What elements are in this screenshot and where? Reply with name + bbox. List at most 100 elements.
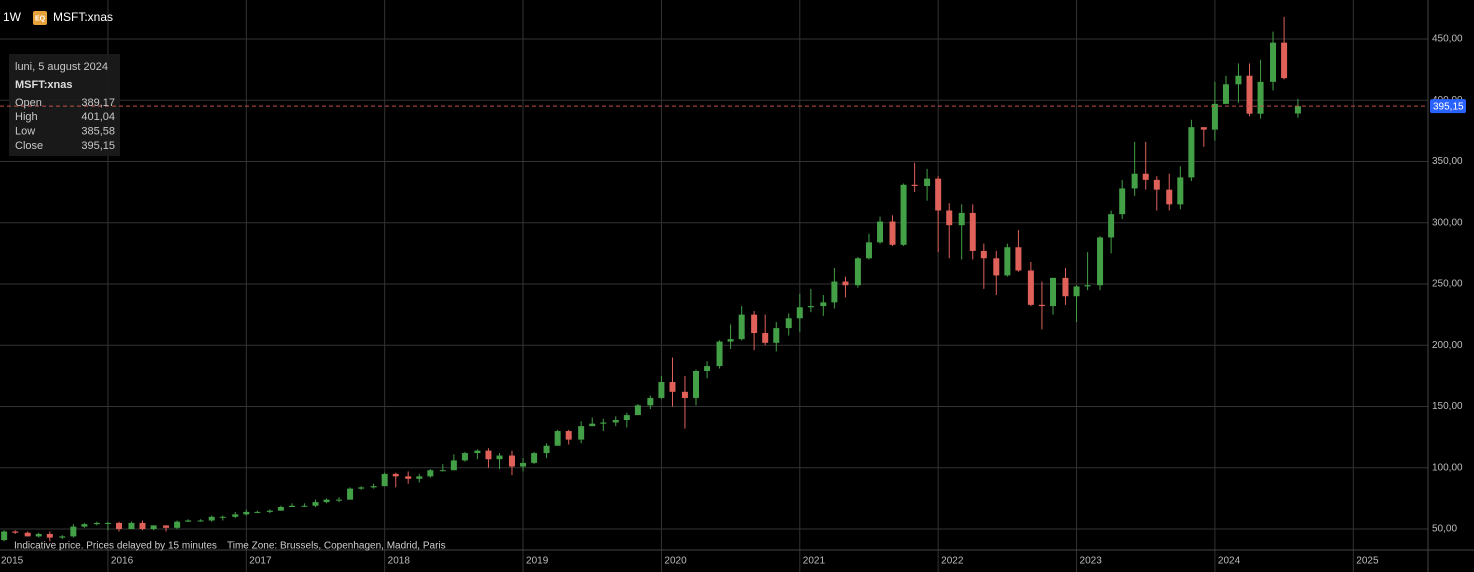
x-tick-label: 2019 xyxy=(526,556,549,567)
x-tick-label: 2023 xyxy=(1080,556,1103,567)
candle-body xyxy=(1062,277,1069,297)
candle-body xyxy=(1,531,8,541)
y-tick-label: 250,00 xyxy=(1432,279,1463,290)
candle-body xyxy=(485,450,492,460)
overlay: 1W EQ MSFT:xnas luni, 5 august 2024 MSFT… xyxy=(0,10,1466,567)
candle-body xyxy=(935,178,942,211)
candle-body xyxy=(911,184,918,186)
candle-body xyxy=(751,314,758,334)
candle-body xyxy=(185,520,192,522)
candle-body xyxy=(197,520,204,522)
candle-body xyxy=(128,522,135,530)
candle-body xyxy=(716,341,723,367)
candle-body xyxy=(958,212,965,226)
x-tick-label: 2022 xyxy=(941,556,964,567)
candle-body xyxy=(889,221,896,245)
candle-body xyxy=(336,499,343,501)
candle-body xyxy=(139,522,146,530)
x-tick-label: 2018 xyxy=(388,556,411,567)
candle-body xyxy=(865,242,872,259)
badge-bg xyxy=(33,11,47,25)
candle-body xyxy=(531,453,538,463)
candle-body xyxy=(693,370,700,398)
tooltip-label: Low xyxy=(15,126,35,138)
candle-body xyxy=(1050,277,1057,307)
candle-body xyxy=(623,415,630,421)
candle-body xyxy=(461,453,468,461)
y-tick-label: 100,00 xyxy=(1432,462,1463,473)
candle-body xyxy=(1222,84,1229,104)
candle-body xyxy=(24,532,31,537)
candle-body xyxy=(1015,247,1022,271)
tooltip-label: Open xyxy=(15,97,42,109)
candle-body xyxy=(232,514,239,517)
candle-body xyxy=(658,382,665,398)
candle-body xyxy=(1200,127,1207,130)
x-tick-label: 2020 xyxy=(664,556,687,567)
tooltip-value: 401,04 xyxy=(81,111,115,123)
candle-body xyxy=(565,431,572,440)
candle-body xyxy=(174,521,181,528)
interval[interactable]: 1W xyxy=(3,10,22,24)
candle-body xyxy=(1153,179,1160,190)
y-tick-label: 350,00 xyxy=(1432,156,1463,167)
candle-body xyxy=(1270,42,1277,82)
tooltip-label: Close xyxy=(15,140,43,152)
tooltip-value: 395,15 xyxy=(81,140,115,152)
candle-body xyxy=(773,328,780,343)
candle-body xyxy=(150,525,157,530)
candle-body xyxy=(704,366,711,371)
candle-body xyxy=(681,391,688,398)
candle-body xyxy=(1188,127,1195,178)
y-tick-label: 450,00 xyxy=(1432,34,1463,45)
candle-body xyxy=(831,281,838,303)
footer-timezone: Time Zone: Brussels, Copenhagen, Madrid,… xyxy=(227,541,446,552)
candle-body xyxy=(46,533,53,538)
symbol[interactable]: MSFT:xnas xyxy=(53,10,113,24)
x-tick-label: 2017 xyxy=(249,556,272,567)
candle-body xyxy=(612,420,619,423)
candle-body xyxy=(669,382,676,392)
candle-body xyxy=(347,488,354,500)
candle-body xyxy=(370,486,377,488)
candle-body xyxy=(405,476,412,479)
candle-body xyxy=(647,397,654,406)
candle-body xyxy=(81,524,88,527)
candle-body xyxy=(924,178,931,186)
candle-body xyxy=(35,533,42,537)
badge: EQ xyxy=(35,15,46,22)
candle-body xyxy=(1084,285,1091,287)
candle-body xyxy=(634,405,641,416)
candle-body xyxy=(589,423,596,427)
candle-body xyxy=(208,516,215,521)
candle-body xyxy=(600,422,607,424)
candle-body xyxy=(820,302,827,307)
candle-body xyxy=(1119,188,1126,215)
candle-body xyxy=(219,516,226,518)
candle-body xyxy=(1131,173,1138,189)
candles xyxy=(1,16,1301,542)
footer-note: Indicative price. Prices delayed by 15 m… xyxy=(14,541,217,552)
x-tick-label: 2015 xyxy=(1,556,24,567)
candle-body xyxy=(727,339,734,342)
candle-body xyxy=(1108,214,1115,238)
tooltip-symbol: MSFT:xnas xyxy=(15,79,72,91)
candle-body xyxy=(254,511,261,513)
candle-body xyxy=(496,455,503,460)
candle-body xyxy=(1004,247,1011,276)
candle-body xyxy=(993,258,1000,276)
candle-body xyxy=(807,306,814,308)
candle-body xyxy=(1211,103,1218,130)
candle-body xyxy=(312,502,319,506)
candle-body xyxy=(520,462,527,467)
candle-body xyxy=(277,506,284,511)
candle-body xyxy=(1257,81,1264,114)
candle-body xyxy=(738,314,745,340)
candle-body xyxy=(1073,286,1080,297)
tooltip-value: 389,17 xyxy=(81,97,115,109)
candle-body xyxy=(1235,75,1242,85)
candle-body xyxy=(842,281,849,286)
candle-body xyxy=(508,455,515,467)
candle-body xyxy=(450,460,457,471)
